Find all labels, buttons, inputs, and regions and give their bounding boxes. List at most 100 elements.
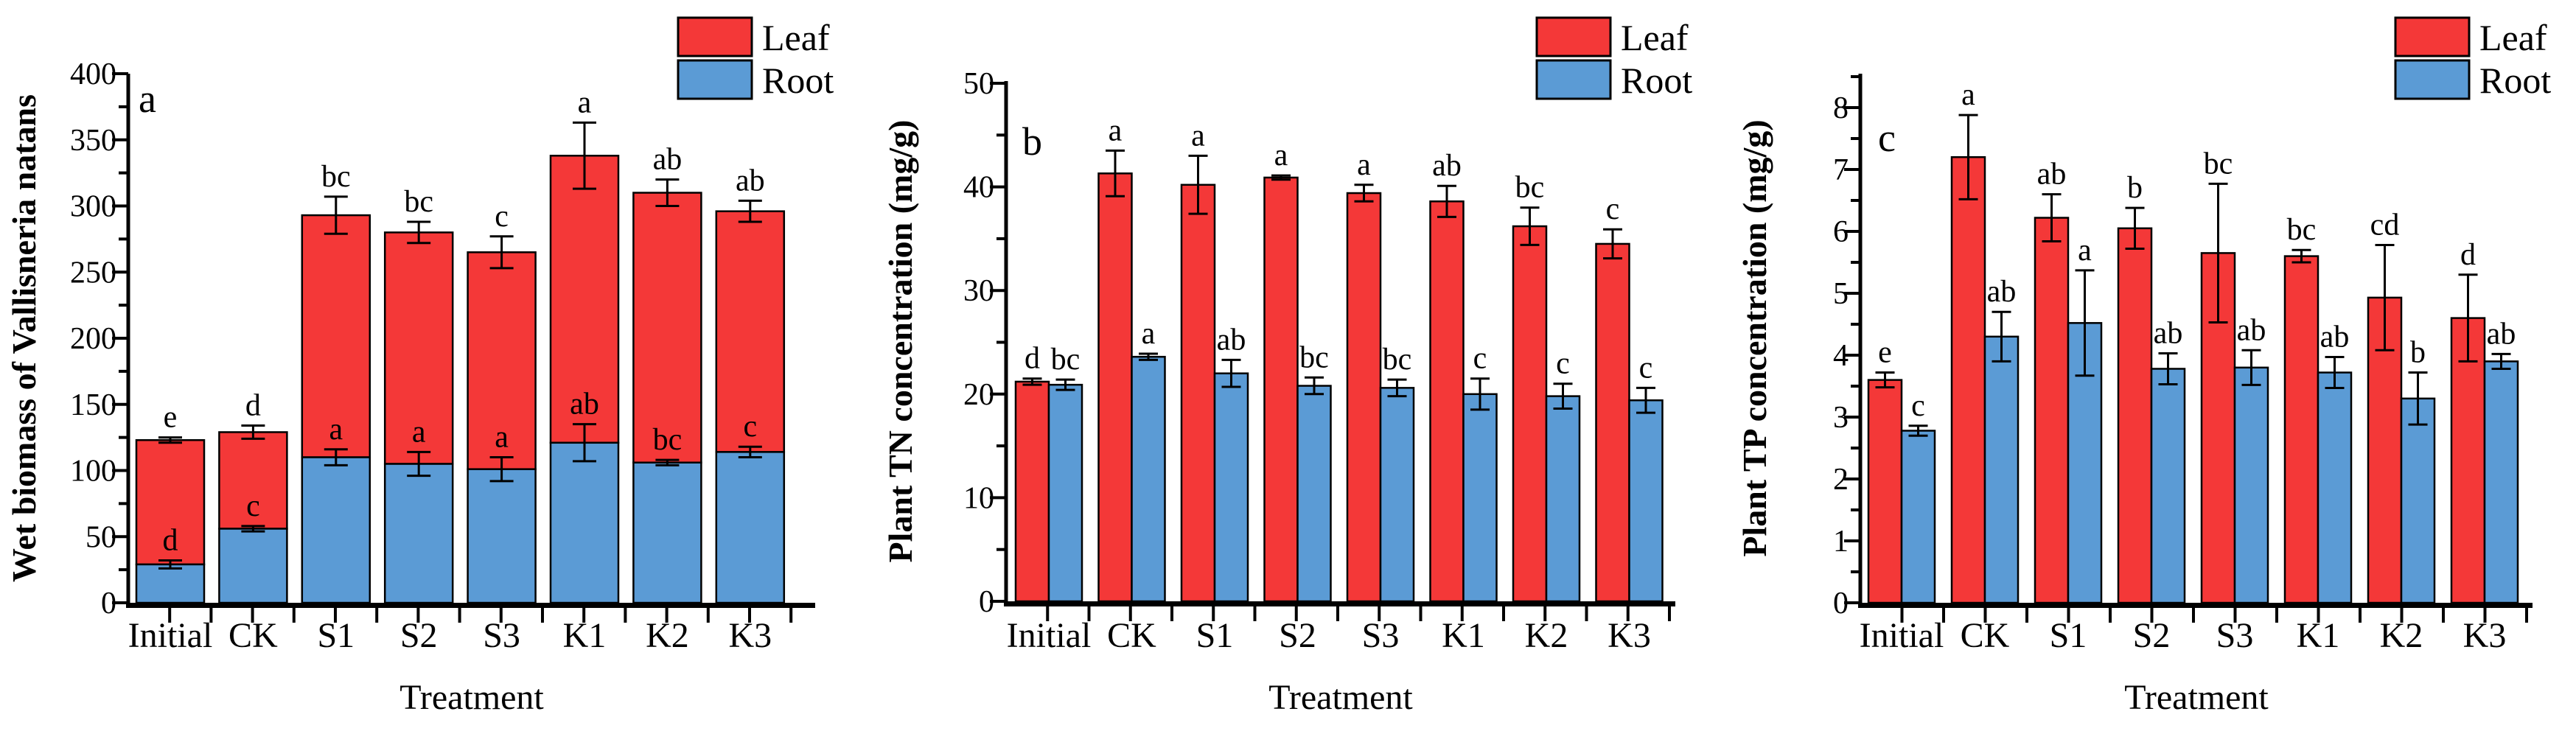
y-tick-label: 3	[1833, 401, 1849, 435]
stat-letter: bc	[2204, 147, 2233, 181]
panel-letter: c	[1878, 116, 1896, 160]
stat-letter: ab	[570, 388, 599, 422]
legend-swatch-leaf	[1535, 16, 1612, 57]
category-label: Initial	[128, 616, 213, 655]
bar-root-S1	[301, 456, 371, 604]
bar-root-K1	[2317, 371, 2353, 604]
bar-leaf-S2	[2117, 227, 2153, 604]
y-tick-label: 150	[70, 388, 116, 422]
stat-letter: ab	[2237, 313, 2266, 347]
stat-letter: ab	[2037, 158, 2067, 192]
legend-label-leaf: Leaf	[2479, 17, 2547, 58]
y-tick-label: 20	[963, 378, 994, 412]
bar-leaf-S3	[467, 251, 537, 470]
stat-letter: a	[1191, 119, 1205, 153]
stat-letter: a	[578, 85, 592, 119]
legend-swatch-root	[677, 59, 753, 100]
legend-label-root: Root	[1621, 60, 1692, 101]
stat-letter: bc	[653, 423, 683, 457]
y-tick-label: 250	[70, 256, 116, 290]
bar-leaf-K2	[632, 192, 702, 464]
bar-root-S1	[1213, 372, 1249, 603]
bar-leaf-Initial	[1014, 380, 1050, 603]
y-tick-label: 300	[70, 190, 116, 224]
bar-leaf-K1	[2283, 255, 2320, 604]
category-label: S2	[1279, 616, 1316, 655]
y-tick-label: 7	[1833, 153, 1849, 187]
legend-swatch-leaf	[2394, 16, 2471, 57]
stat-letter: a	[1357, 148, 1371, 182]
category-label: S3	[483, 616, 520, 655]
y-tick-label: 10	[963, 481, 994, 515]
stat-letter: bc	[321, 160, 351, 194]
x-axis	[1858, 603, 2533, 608]
category-label: S2	[400, 616, 438, 655]
bar-root-CK	[1983, 335, 2020, 604]
stat-letter: ab	[1432, 149, 1462, 183]
bar-leaf-S1	[2034, 217, 2070, 604]
category-label: K3	[728, 616, 772, 655]
y-tick-label: 0	[979, 585, 994, 619]
y-tick-label: 1	[1833, 525, 1849, 559]
bar-root-S3	[1379, 387, 1415, 603]
y-tick-label: 0	[1833, 587, 1849, 620]
stat-letter: ab	[2320, 321, 2350, 354]
bar-root-S2	[1296, 385, 1332, 603]
stat-letter: c	[743, 410, 757, 444]
x-axis	[1004, 601, 1675, 606]
bar-leaf-K3	[2450, 317, 2486, 604]
stat-letter: bc	[2287, 213, 2317, 247]
stat-letter: bc	[1299, 340, 1329, 374]
stat-letter: bc	[1051, 343, 1081, 377]
stat-letter: e	[1878, 336, 1892, 370]
bar-root-K3	[2483, 360, 2519, 604]
bar-leaf-CK	[1950, 155, 1986, 604]
stat-letter: ab	[2154, 316, 2183, 350]
category-label: K1	[563, 616, 607, 655]
stat-letter: a	[329, 413, 343, 447]
bar-root-K3	[1628, 399, 1664, 603]
y-tick-label: 8	[1833, 91, 1849, 125]
axis-title-y: Plant TP concentration (mg/g)	[1736, 119, 1773, 556]
bar-root-Initial	[135, 563, 206, 604]
y-tick-label: 350	[70, 124, 116, 158]
bar-root-K1	[1462, 393, 1498, 603]
bar-leaf-K3	[1595, 242, 1630, 603]
stat-letter: d	[1025, 342, 1040, 376]
bar-leaf-K2	[1512, 225, 1548, 603]
y-tick-label: 2	[1833, 463, 1849, 497]
stat-letter: bc	[404, 185, 433, 219]
stat-letter: b	[2410, 336, 2426, 370]
bar-leaf-CK	[218, 431, 288, 530]
panel-a-chart: 050100150200250300350400deInitialcdCKabc…	[5, 16, 834, 717]
bar-root-S2	[2150, 368, 2186, 604]
bar-root-K2	[1545, 395, 1581, 603]
stat-letter: ab	[1987, 275, 2017, 309]
stat-letter: c	[1911, 389, 1925, 423]
bar-root-K1	[549, 441, 620, 604]
legend-swatch-root	[1535, 59, 1612, 100]
stat-letter: a	[1109, 113, 1123, 147]
stat-letter: a	[1142, 317, 1156, 351]
y-tick-label: 5	[1833, 277, 1849, 311]
y-tick-label: 6	[1833, 215, 1849, 249]
category-label: S3	[1362, 616, 1400, 655]
stat-letter: c	[1473, 342, 1487, 376]
bar-root-S2	[383, 463, 454, 604]
axis-title-x: Treatment	[2124, 678, 2269, 717]
x-axis	[126, 603, 815, 608]
bar-leaf-S1	[301, 214, 371, 458]
bar-leaf-K1	[549, 155, 620, 444]
y-tick-label: 4	[1833, 339, 1849, 373]
stat-letter: d	[245, 388, 261, 422]
stat-letter: b	[2127, 171, 2143, 205]
stat-letter: a	[1961, 78, 1975, 112]
category-label: S1	[2050, 616, 2087, 655]
stat-letter: d	[2460, 238, 2476, 272]
category-label: K1	[1442, 616, 1485, 655]
y-tick-label: 50	[963, 67, 994, 101]
legend-swatch-leaf	[677, 16, 753, 57]
panel-letter: a	[139, 77, 156, 121]
